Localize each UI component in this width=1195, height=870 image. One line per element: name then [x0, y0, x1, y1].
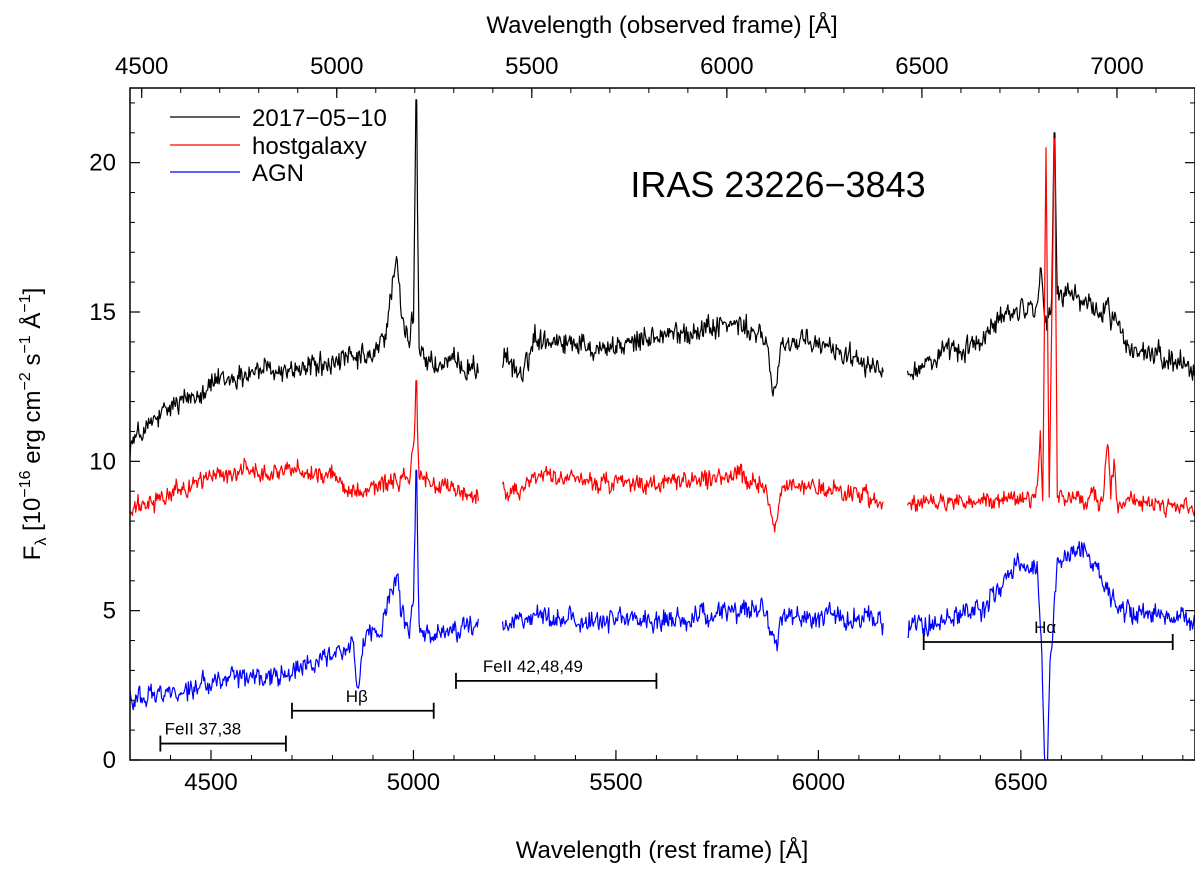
axis-ticks: 4500 5000 5500 6000 6500 0 5 10 15 20 4500 5000 5500…: [89, 53, 1195, 796]
y-tick-label: 15: [89, 299, 116, 326]
series-line-hostgalaxy: [130, 138, 1195, 533]
legend-label-hostgalaxy: hostgalaxy: [252, 133, 367, 160]
x-tick-label: 6000: [792, 769, 845, 796]
x2-axis-label: Wavelength (observed frame) [Å]: [486, 11, 837, 39]
x-tick-label: 5500: [589, 769, 642, 796]
chart-title: IRAS 23226−3843: [630, 164, 925, 205]
x-tick-label: 6500: [994, 769, 1047, 796]
x2-tick-label: 6500: [895, 53, 948, 80]
x-axis-label: Wavelength (rest frame) [Å]: [516, 836, 809, 864]
y-tick-label: 10: [89, 448, 116, 475]
x2-tick-label: 5500: [505, 53, 558, 80]
x-tick-label: 4500: [184, 769, 237, 796]
series-line-observed: [130, 99, 1195, 458]
annotation-label: FeII 42,48,49: [483, 657, 583, 676]
x2-tick-label: 7000: [1090, 53, 1143, 80]
y-tick-label: 5: [103, 598, 116, 625]
legend: 2017−05−10 hostgalaxy AGN: [170, 105, 387, 187]
series-line-agn: [130, 469, 1195, 760]
legend-label-observed: 2017−05−10: [252, 105, 387, 132]
annotation-label: Hβ: [346, 687, 368, 706]
y-tick-label: 0: [103, 747, 116, 774]
x2-tick-label: 5000: [310, 53, 363, 80]
x2-tick-label: 4500: [115, 53, 168, 80]
x-tick-label: 5000: [387, 769, 440, 796]
legend-label-agn: AGN: [252, 160, 304, 187]
y-tick-label: 20: [89, 150, 116, 177]
plot-frame: [129, 87, 1195, 761]
line-annotations: FeII 37,38 Hβ FeII 42,48,49 Hα: [159, 618, 1174, 752]
annotation-label: Hα: [1034, 618, 1056, 637]
y-axis-label: Fλ [10−16 erg cm−2 s−1 Å−1]: [17, 288, 50, 561]
spectra: [130, 99, 1195, 760]
annotation-label: FeII 37,38: [165, 720, 242, 739]
x2-tick-label: 6000: [700, 53, 753, 80]
